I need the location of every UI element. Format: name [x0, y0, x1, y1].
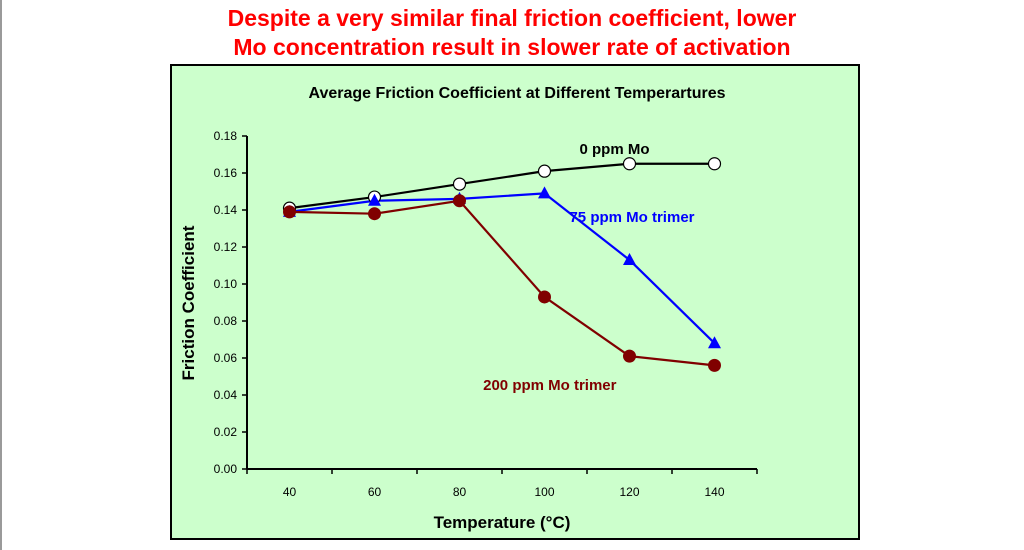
series-75ppm-point: [708, 336, 721, 349]
y-tick-label: 0.14: [214, 203, 238, 217]
headline-line-2: Mo concentration result in slower rate o…: [233, 34, 791, 60]
y-tick-label: 0.18: [214, 129, 238, 143]
x-tick-label: 40: [283, 485, 297, 499]
series-200ppm-line: [289, 199, 715, 367]
series-0ppm-label: 0 ppm Mo: [580, 141, 650, 158]
x-tick-label: 100: [534, 485, 554, 499]
y-axis-label: Friction Coefficient: [179, 225, 198, 380]
series-0ppm-point: [452, 177, 467, 191]
series-0ppm-point: [707, 157, 722, 171]
y-tick-label: 0.00: [214, 462, 238, 476]
x-tick-label: 140: [704, 485, 724, 499]
x-axis-label: Temperature (°C): [434, 513, 571, 532]
chart-title: Average Friction Coefficient at Differen…: [309, 85, 726, 102]
series-200ppm-point: [708, 358, 721, 372]
series-200ppm-point: [283, 205, 296, 219]
y-tick-label: 0.08: [214, 314, 238, 328]
chart-area: [170, 64, 860, 540]
series-75ppm-point: [623, 252, 636, 265]
y-tick-label: 0.12: [214, 240, 238, 254]
series-200ppm-point: [623, 349, 636, 363]
series-200ppm-point: [538, 290, 551, 304]
series-0ppm-point: [537, 164, 552, 178]
series-0ppm-point: [622, 157, 637, 171]
series-0ppm-line: [289, 162, 715, 210]
series-75ppm-point: [538, 186, 551, 199]
y-tick-label: 0.16: [214, 166, 238, 180]
slide-headline: Despite a very similar final friction co…: [0, 4, 1024, 62]
y-tick-label: 0.02: [214, 425, 238, 439]
x-tick-label: 120: [619, 485, 639, 499]
series-200ppm-label: 200 ppm Mo trimer: [483, 377, 617, 394]
y-tick-label: 0.06: [214, 351, 238, 365]
headline-line-1: Despite a very similar final friction co…: [227, 5, 797, 31]
y-tick-label: 0.10: [214, 277, 238, 291]
x-tick-label: 60: [368, 485, 382, 499]
x-tick-label: 80: [453, 485, 467, 499]
series-75ppm-line: [289, 192, 716, 344]
slide-edge: [0, 0, 2, 550]
series-75ppm-label: 75 ppm Mo trimer: [569, 209, 694, 226]
y-tick-label: 0.04: [214, 388, 238, 402]
series-200ppm-point: [453, 194, 466, 208]
series-75ppm-point: [368, 193, 381, 206]
series-200ppm-point: [368, 207, 381, 221]
